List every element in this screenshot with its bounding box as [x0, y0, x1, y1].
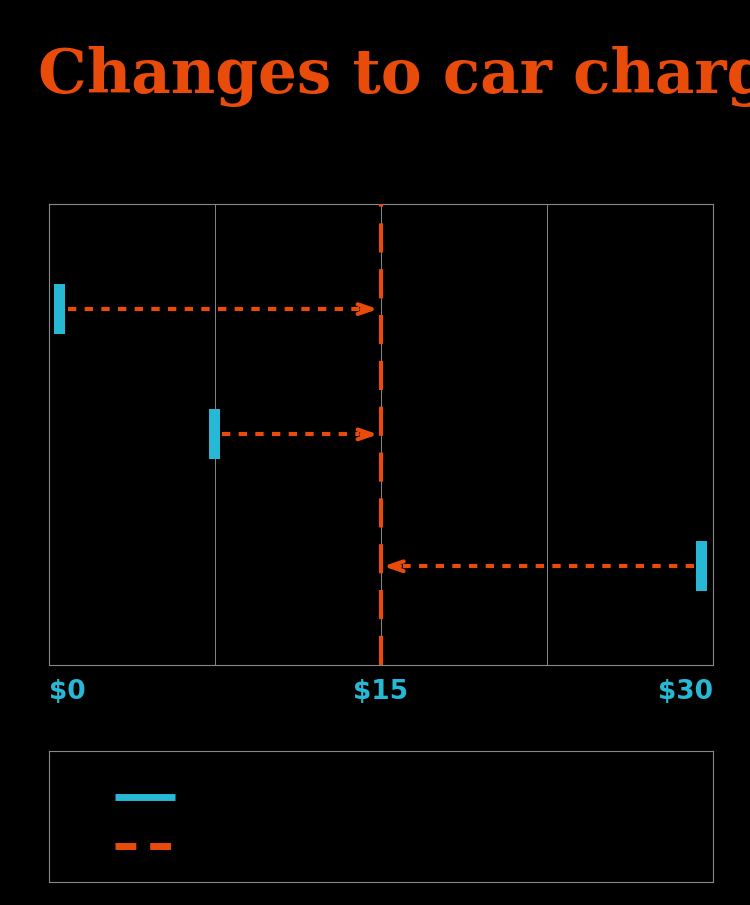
Text: $0: $0 — [49, 679, 86, 704]
Text: $15: $15 — [353, 679, 408, 704]
Bar — [209, 409, 220, 460]
Bar — [696, 541, 707, 591]
Text: $30: $30 — [658, 679, 712, 704]
Text: Changes to car charges: Changes to car charges — [38, 46, 750, 107]
Bar — [54, 284, 65, 334]
